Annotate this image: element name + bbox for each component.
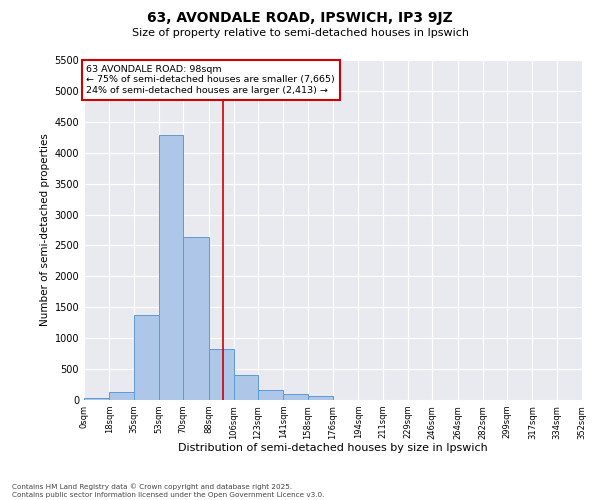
Bar <box>283 394 308 400</box>
Bar <box>109 392 134 400</box>
Bar <box>183 237 209 400</box>
Bar <box>234 376 258 400</box>
Text: 63 AVONDALE ROAD: 98sqm
← 75% of semi-detached houses are smaller (7,665)
24% of: 63 AVONDALE ROAD: 98sqm ← 75% of semi-de… <box>86 65 335 95</box>
X-axis label: Distribution of semi-detached houses by size in Ipswich: Distribution of semi-detached houses by … <box>178 443 488 453</box>
Text: Contains HM Land Registry data © Crown copyright and database right 2025.
Contai: Contains HM Land Registry data © Crown c… <box>12 484 325 498</box>
Bar <box>308 396 333 400</box>
Text: Size of property relative to semi-detached houses in Ipswich: Size of property relative to semi-detach… <box>131 28 469 38</box>
Bar <box>209 350 234 400</box>
Bar <box>134 314 159 400</box>
Bar <box>84 398 109 400</box>
Bar <box>159 136 183 400</box>
Text: 63, AVONDALE ROAD, IPSWICH, IP3 9JZ: 63, AVONDALE ROAD, IPSWICH, IP3 9JZ <box>147 11 453 25</box>
Y-axis label: Number of semi-detached properties: Number of semi-detached properties <box>40 134 50 326</box>
Bar <box>258 390 283 400</box>
